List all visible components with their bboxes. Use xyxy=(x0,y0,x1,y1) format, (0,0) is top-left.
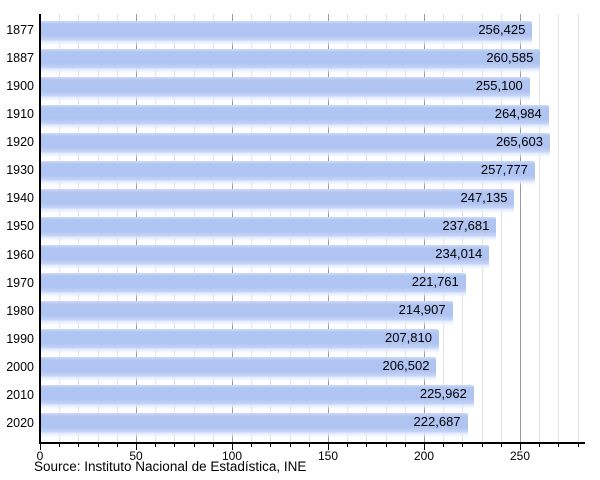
bar-1970 xyxy=(40,273,466,298)
bar-1950 xyxy=(40,216,497,241)
bar-value-label: 256,425 xyxy=(478,21,526,37)
bar-1920 xyxy=(40,132,550,157)
x-minor-tick xyxy=(251,443,253,447)
x-minor-tick xyxy=(193,443,195,447)
bar-value-label: 221,761 xyxy=(411,274,459,290)
x-minor-tick xyxy=(289,443,291,447)
bar-1990 xyxy=(40,329,439,354)
y-axis-line xyxy=(39,14,41,444)
x-minor-tick xyxy=(116,443,118,447)
bar-value-label: 225,962 xyxy=(419,386,467,402)
category-label-1980: 1980 xyxy=(6,303,34,318)
x-minor-tick xyxy=(212,443,214,447)
x-major-tick xyxy=(232,443,233,450)
category-label-1877: 1877 xyxy=(6,23,34,38)
bar-1877 xyxy=(40,20,533,45)
bar-value-label: 255,100 xyxy=(475,77,523,93)
x-tick-label: 100 xyxy=(221,449,243,463)
gridline-minor xyxy=(539,14,541,442)
x-minor-tick xyxy=(500,443,502,447)
category-label-1990: 1990 xyxy=(6,331,34,346)
bar-1930 xyxy=(40,160,535,185)
bar-1900 xyxy=(40,76,530,101)
bar-1940 xyxy=(40,188,515,213)
category-label-1887: 1887 xyxy=(6,51,34,66)
x-major-tick xyxy=(328,443,329,450)
bar-value-label: 234,014 xyxy=(435,246,483,261)
bar-1980 xyxy=(40,301,453,326)
category-label-2000: 2000 xyxy=(6,359,34,374)
category-label-2020: 2020 xyxy=(6,415,34,430)
x-minor-tick xyxy=(270,443,272,447)
x-minor-tick xyxy=(558,443,560,447)
bar-value-label: 260,585 xyxy=(486,49,534,65)
x-major-tick xyxy=(136,443,137,450)
x-minor-tick xyxy=(404,443,406,447)
gridline-minor xyxy=(500,14,502,442)
bar-1960 xyxy=(40,245,490,269)
category-label-1940: 1940 xyxy=(6,191,34,206)
x-minor-tick xyxy=(174,443,176,447)
category-label-1960: 1960 xyxy=(6,247,34,262)
category-label-1930: 1930 xyxy=(6,163,34,178)
bar-value-label: 206,502 xyxy=(382,358,430,374)
source-note: Source: Instituto Nacional de Estadístic… xyxy=(34,459,307,474)
x-minor-tick xyxy=(366,443,368,447)
x-major-tick xyxy=(520,443,521,450)
bar-1887 xyxy=(40,48,541,73)
category-label-1950: 1950 xyxy=(6,219,34,234)
category-label-2010: 2010 xyxy=(6,387,34,402)
bar-1910 xyxy=(40,104,549,129)
category-label-1970: 1970 xyxy=(6,275,34,290)
gridline-minor xyxy=(558,14,560,442)
x-minor-tick xyxy=(59,443,61,447)
x-minor-tick xyxy=(385,443,387,447)
x-major-tick xyxy=(424,443,425,450)
bar-value-label: 222,687 xyxy=(413,414,461,430)
bar-value-label: 214,907 xyxy=(398,302,446,318)
x-minor-tick xyxy=(443,443,445,447)
category-label-1920: 1920 xyxy=(6,135,34,150)
x-minor-tick xyxy=(481,443,483,447)
x-minor-tick xyxy=(155,443,157,447)
x-tick-label: 150 xyxy=(317,449,339,463)
x-minor-tick xyxy=(347,443,349,447)
bar-2020 xyxy=(40,413,468,438)
gridline-minor xyxy=(577,14,579,442)
bar-2000 xyxy=(40,357,437,382)
gridline-major xyxy=(520,14,521,442)
x-minor-tick xyxy=(462,443,464,447)
x-minor-tick xyxy=(539,443,541,447)
bar-value-label: 264,984 xyxy=(494,105,542,121)
category-label-1900: 1900 xyxy=(6,79,34,94)
x-minor-tick xyxy=(97,443,99,447)
bar-2010 xyxy=(40,385,474,410)
x-tick-label: 200 xyxy=(413,449,435,463)
x-major-tick xyxy=(40,443,41,450)
bar-value-label: 237,681 xyxy=(442,217,490,233)
category-label-1910: 1910 xyxy=(6,107,34,122)
bar-value-label: 207,810 xyxy=(384,330,432,346)
x-minor-tick xyxy=(308,443,310,447)
x-minor-tick xyxy=(577,443,579,447)
x-tick-label: 250 xyxy=(509,449,531,463)
bar-value-label: 257,777 xyxy=(480,161,528,177)
bar-value-label: 247,135 xyxy=(460,189,508,205)
x-tick-label: 0 xyxy=(36,449,44,463)
x-axis-line xyxy=(39,441,585,444)
bar-value-label: 265,603 xyxy=(495,133,543,149)
x-minor-tick xyxy=(78,443,80,447)
x-tick-label: 50 xyxy=(129,449,143,463)
